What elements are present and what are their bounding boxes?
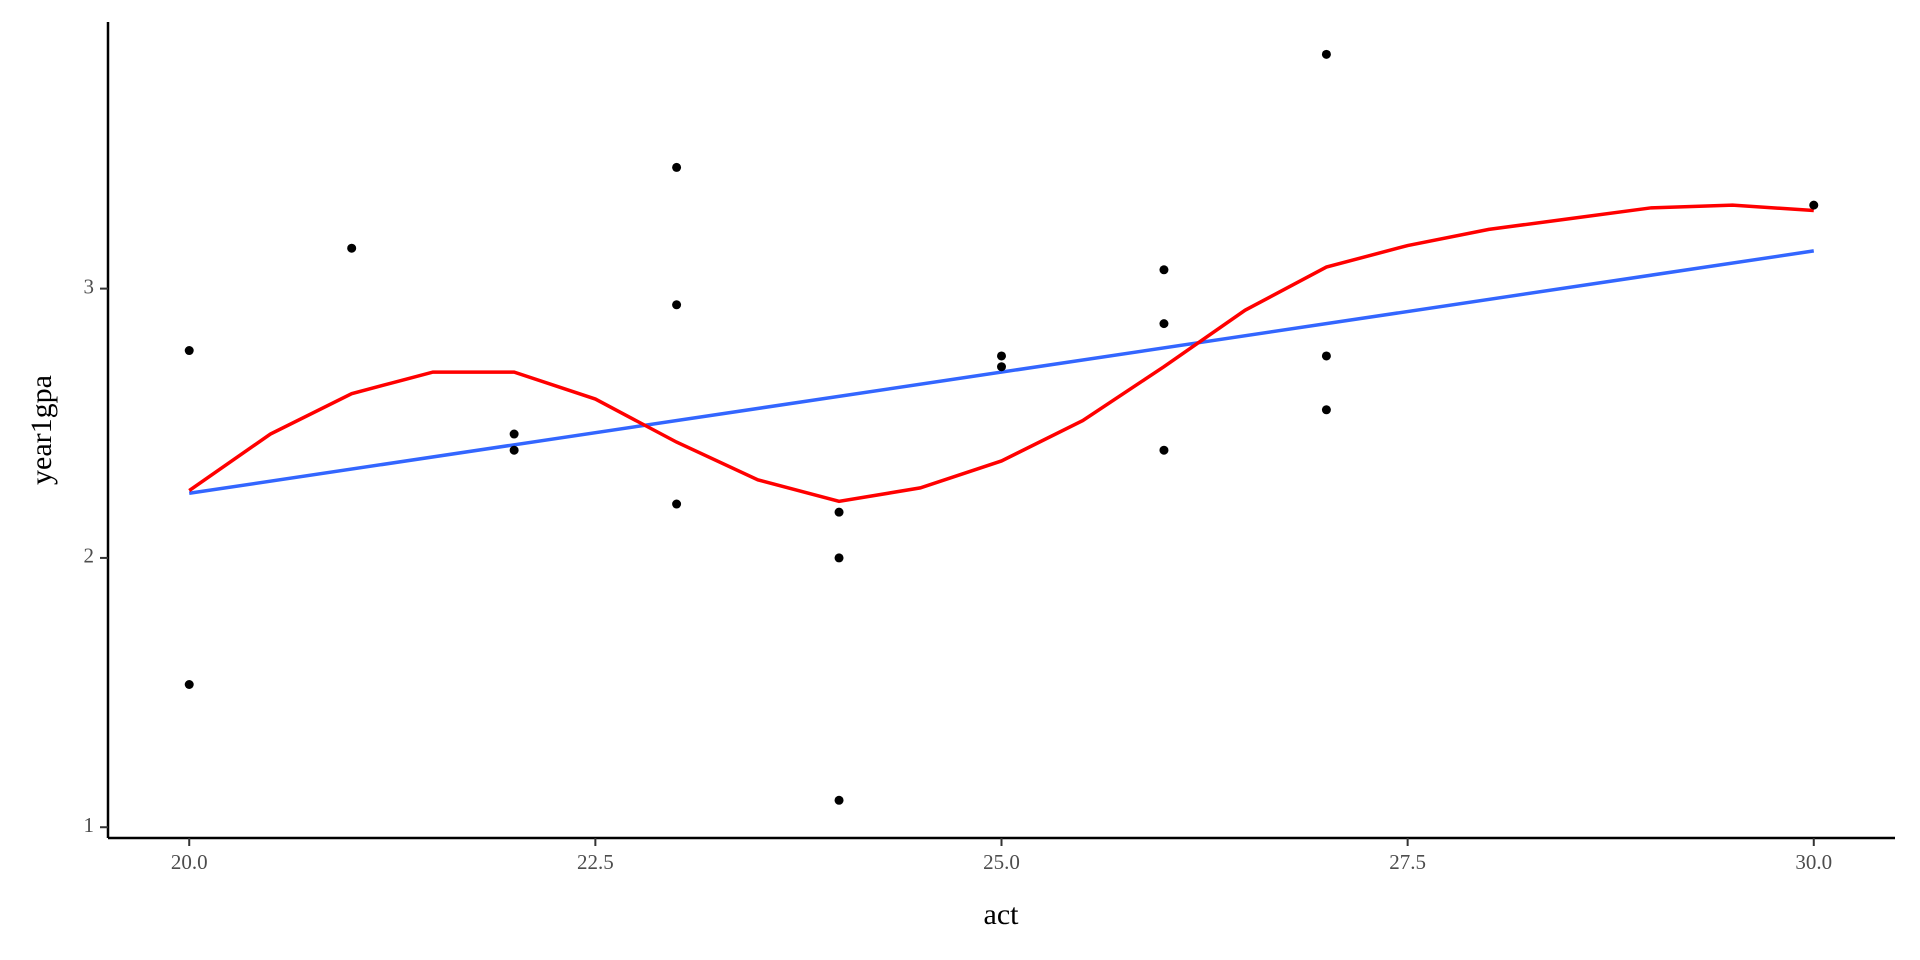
y-tick-label: 3 <box>84 274 95 298</box>
point <box>997 351 1006 361</box>
x-tick-label: 22.5 <box>577 850 614 874</box>
point <box>834 507 844 517</box>
x-tick-label: 30.0 <box>1795 850 1832 874</box>
point <box>184 346 194 356</box>
y-tick-label: 1 <box>84 813 95 837</box>
point <box>347 243 357 253</box>
x-tick-label: 25.0 <box>983 850 1020 874</box>
point <box>834 553 844 563</box>
point <box>1321 351 1331 361</box>
point <box>1159 445 1169 455</box>
point <box>184 679 194 689</box>
point <box>1321 405 1331 415</box>
fit-line <box>188 249 1815 496</box>
point <box>672 300 682 310</box>
point <box>997 362 1006 372</box>
x-tick-label: 27.5 <box>1389 850 1426 874</box>
point <box>834 795 844 805</box>
point <box>1159 265 1169 275</box>
point <box>509 445 519 455</box>
fit-line <box>188 203 1814 504</box>
point <box>672 162 682 172</box>
x-tick-label: 20.0 <box>171 850 208 874</box>
y-axis-title: year1gpa <box>25 375 58 485</box>
x-axis-title: act <box>984 898 1020 931</box>
point <box>672 499 682 509</box>
y-tick-label: 2 <box>84 544 95 568</box>
point <box>1809 200 1819 210</box>
point <box>1321 49 1331 59</box>
point <box>1159 319 1169 329</box>
point <box>509 429 519 439</box>
